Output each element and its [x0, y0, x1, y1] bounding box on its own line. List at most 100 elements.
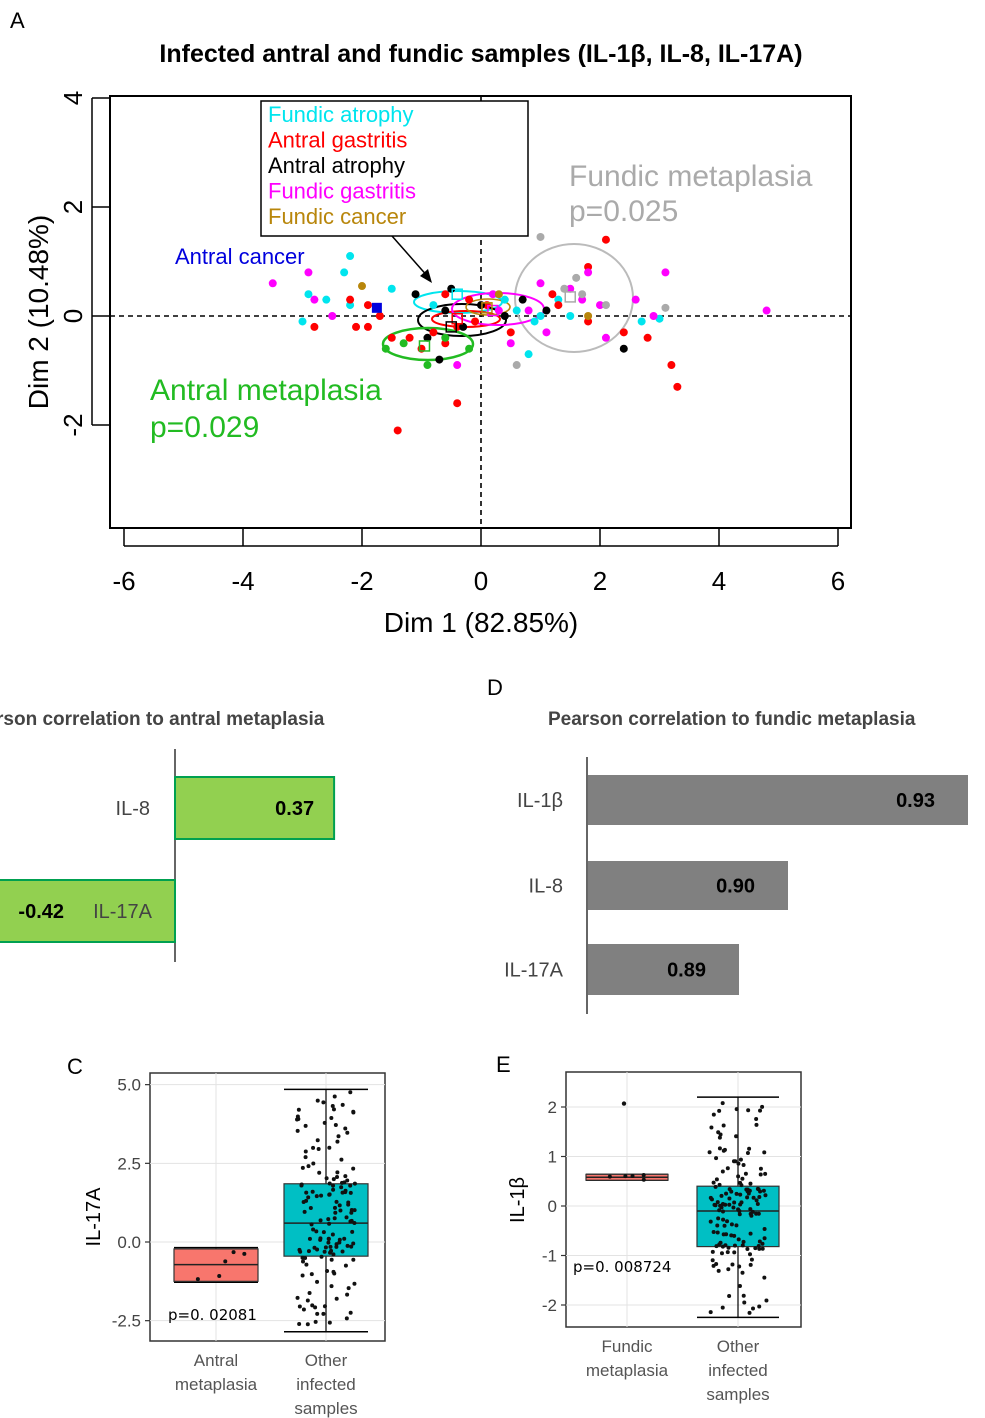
category-label-other-infected-samples: Other: [305, 1351, 348, 1370]
data-point-other-infected-samples: [718, 1240, 723, 1245]
data-point-other-infected-samples: [719, 1193, 724, 1198]
panel-label-a: A: [10, 8, 25, 33]
value-label-il-1: 0.93: [896, 790, 935, 812]
point-fundic-metaplasia: [560, 284, 569, 293]
data-point-other-infected-samples: [305, 1298, 310, 1303]
data-point-other-infected-samples: [348, 1190, 353, 1195]
data-point-other-infected-samples: [722, 1147, 727, 1152]
data-point-other-infected-samples: [726, 1267, 731, 1272]
data-point-other-infected-samples: [757, 1304, 762, 1309]
y-tick-label-c: 2.5: [117, 1154, 141, 1173]
data-point-other-infected-samples: [331, 1183, 336, 1188]
data-point-other-infected-samples: [313, 1305, 318, 1310]
y-tick-label-c: -2.5: [112, 1312, 141, 1331]
x-tick-label-a: -6: [112, 566, 135, 596]
data-point-other-infected-samples: [314, 1194, 319, 1199]
point-antral-gastritis: [405, 333, 414, 342]
data-point-other-infected-samples: [316, 1146, 321, 1151]
data-point-other-infected-samples: [296, 1107, 301, 1112]
data-point-other-infected-samples: [727, 1187, 732, 1192]
point-fundic-atrophy: [512, 306, 521, 315]
data-point-other-infected-samples: [760, 1241, 765, 1246]
bar-il-17a: [0, 879, 177, 943]
legend-entry-fundic-cancer: Fundic cancer: [268, 204, 406, 229]
data-point-other-infected-samples: [300, 1273, 305, 1278]
point-antral-gastritis: [643, 333, 652, 342]
data-point-other-infected-samples: [311, 1145, 316, 1150]
data-point-other-infected-samples: [717, 1182, 722, 1187]
data-point-other-infected-samples: [297, 1304, 302, 1309]
data-point-other-infected-samples: [315, 1311, 320, 1316]
point-antral-gastritis: [346, 295, 355, 304]
data-point-other-infected-samples: [343, 1174, 348, 1179]
point-fundic-atrophy: [637, 317, 646, 326]
data-point-other-infected-samples: [717, 1208, 722, 1213]
data-point-other-infected-samples: [335, 1175, 340, 1180]
y-tick-label-e: 2: [548, 1098, 557, 1117]
data-point-other-infected-samples: [711, 1180, 716, 1185]
point-antral-gastritis: [465, 295, 474, 304]
data-point-other-infected-samples: [306, 1249, 311, 1254]
legend-arrow-head: [420, 269, 432, 283]
data-point-other-infected-samples: [714, 1156, 719, 1161]
panel-a: A Infected antral and fundic samples (IL…: [10, 8, 852, 638]
point-antral-metaplasia: [399, 339, 408, 348]
panel-label-d: D: [487, 675, 503, 700]
data-point-other-infected-samples: [734, 1191, 739, 1196]
scatter-points: [268, 192, 771, 435]
data-point-other-infected-samples: [332, 1094, 337, 1099]
data-point-other-infected-samples: [295, 1114, 300, 1119]
point-fundic-cancer: [584, 312, 593, 320]
data-point-other-infected-samples: [732, 1233, 737, 1238]
data-point-other-infected-samples: [760, 1246, 765, 1251]
boxes-c: Antral metaplasia Other infected samples: [173, 1088, 369, 1418]
point-fundic-atrophy: [304, 290, 313, 299]
ellipse-antral-metaplasia: [381, 326, 475, 362]
data-point-other-infected-samples: [352, 1281, 357, 1286]
y-axis-label-c: IL-17A: [83, 1187, 105, 1247]
data-point-other-infected-samples: [332, 1205, 337, 1210]
data-point-other-infected-samples: [343, 1263, 348, 1268]
data-point-other-infected-samples: [720, 1101, 725, 1106]
x-tick-label-a: -2: [350, 566, 373, 596]
y-tick-label-a: 4: [58, 91, 88, 105]
data-point-other-infected-samples: [339, 1180, 344, 1185]
data-point-other-infected-samples: [303, 1155, 308, 1160]
data-point-other-infected-samples: [302, 1209, 307, 1214]
point-fundic-cancer: [358, 282, 366, 291]
data-point-other-infected-samples: [301, 1307, 306, 1312]
data-point-other-infected-samples: [757, 1239, 762, 1244]
legend-entry-antral-atrophy: Antral atrophy: [268, 153, 405, 178]
point-antral-cancer: [371, 302, 382, 313]
data-point-other-infected-samples: [730, 1262, 735, 1267]
data-point-other-infected-samples: [761, 1188, 766, 1193]
data-point-other-infected-samples: [715, 1200, 720, 1205]
category-label-other-infected-samples: samples: [706, 1385, 769, 1404]
point-fundic-gastritis: [328, 312, 337, 320]
legend-entry-fundic-gastritis: Fundic gastritis: [268, 179, 416, 204]
category-label-il-1: IL-1β: [517, 790, 563, 812]
y-tick-label-e: 1: [548, 1148, 557, 1167]
data-point-other-infected-samples: [331, 1269, 336, 1274]
data-point-other-infected-samples: [711, 1112, 716, 1117]
point-antral-metaplasia: [381, 344, 390, 353]
point-fundic-gastritis: [661, 268, 670, 277]
point-antral-gastritis: [548, 290, 557, 299]
point-fundic-gastritis: [566, 284, 575, 293]
data-point-other-infected-samples: [708, 1219, 713, 1224]
point-antral-atrophy: [500, 312, 509, 320]
data-point-other-infected-samples: [725, 1219, 730, 1224]
data-point-other-infected-samples: [349, 1244, 354, 1249]
category-label-il-8: IL-8: [529, 876, 563, 898]
data-point-other-infected-samples: [351, 1257, 356, 1262]
data-point-fundic-metaplasia: [641, 1177, 646, 1182]
point-fundic-gastritis: [649, 312, 658, 320]
data-point-other-infected-samples: [345, 1292, 350, 1297]
data-point-other-infected-samples: [748, 1252, 753, 1257]
data-point-other-infected-samples: [300, 1165, 305, 1170]
data-point-other-infected-samples: [318, 1236, 323, 1241]
data-point-other-infected-samples: [340, 1102, 345, 1107]
data-point-other-infected-samples: [740, 1243, 745, 1248]
data-point-other-infected-samples: [710, 1249, 715, 1254]
data-point-other-infected-samples: [348, 1310, 353, 1315]
